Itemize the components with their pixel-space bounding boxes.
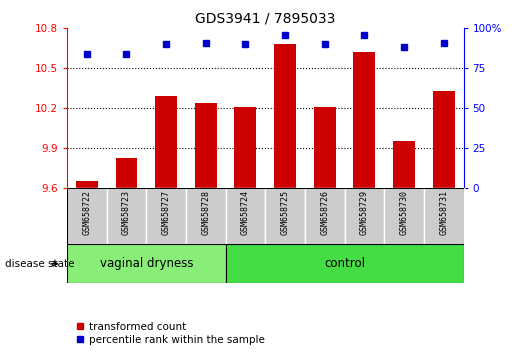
Bar <box>384 188 424 244</box>
Bar <box>115 159 138 188</box>
Bar <box>345 188 384 244</box>
Text: disease state: disease state <box>5 259 75 269</box>
Text: GSM658725: GSM658725 <box>281 190 289 235</box>
Text: GSM658729: GSM658729 <box>360 190 369 235</box>
Bar <box>353 52 375 188</box>
Text: GSM658723: GSM658723 <box>122 190 131 235</box>
Text: GSM658728: GSM658728 <box>201 190 210 235</box>
Text: GSM658731: GSM658731 <box>439 190 448 235</box>
Bar <box>234 107 256 188</box>
Text: GSM658727: GSM658727 <box>162 190 170 235</box>
Bar <box>433 91 455 188</box>
Bar <box>67 188 107 244</box>
Legend: transformed count, percentile rank within the sample: transformed count, percentile rank withi… <box>72 317 269 349</box>
Text: GSM658722: GSM658722 <box>82 190 91 235</box>
Bar <box>274 44 296 188</box>
Bar <box>393 141 415 188</box>
Bar <box>146 188 186 244</box>
Text: GSM658730: GSM658730 <box>400 190 408 235</box>
Bar <box>226 188 265 244</box>
Bar <box>195 103 217 188</box>
Text: GSM658726: GSM658726 <box>320 190 329 235</box>
Text: control: control <box>324 257 365 270</box>
Text: GSM658724: GSM658724 <box>241 190 250 235</box>
Bar <box>76 181 98 188</box>
Bar <box>265 188 305 244</box>
Bar <box>424 188 464 244</box>
Text: vaginal dryness: vaginal dryness <box>99 257 193 270</box>
Bar <box>305 188 345 244</box>
Bar <box>186 188 226 244</box>
Bar <box>155 96 177 188</box>
Bar <box>107 188 146 244</box>
Bar <box>226 244 464 283</box>
Title: GDS3941 / 7895033: GDS3941 / 7895033 <box>195 12 335 26</box>
Bar <box>314 107 336 188</box>
Bar <box>67 244 226 283</box>
